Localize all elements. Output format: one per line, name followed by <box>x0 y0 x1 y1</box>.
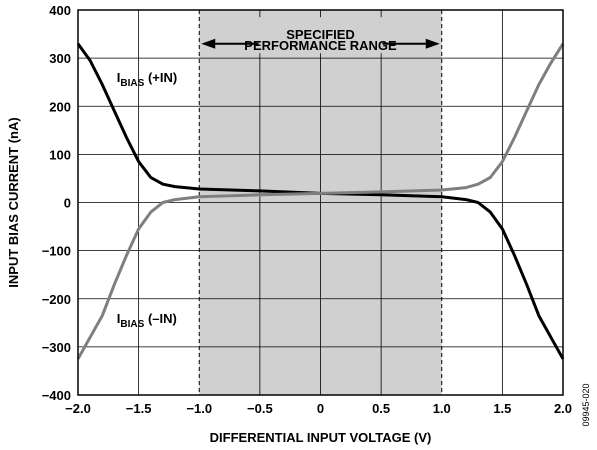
y-tick-label: −200 <box>42 292 71 307</box>
y-axis-title: INPUT BIAS CURRENT (nA) <box>6 117 21 287</box>
series-layer <box>76 42 565 360</box>
y-tick-label: 300 <box>49 51 71 66</box>
range-label-background <box>248 17 393 54</box>
y-tick-label: 400 <box>49 3 71 18</box>
x-tick-label: 1.5 <box>493 401 511 416</box>
x-tick-label: 1.0 <box>433 401 451 416</box>
figure-id: 09945-020 <box>581 383 591 426</box>
arrow-right-head-icon <box>425 38 440 49</box>
x-tick-label: −1.0 <box>186 401 212 416</box>
y-tick-label: −400 <box>42 388 71 403</box>
y-tick-label: −300 <box>42 340 71 355</box>
specified-range-annotation: SPECIFIED PERFORMANCE RANGE <box>201 17 440 54</box>
grid-lines <box>78 10 563 395</box>
tick-labels: −2.0 −1.5 −1.0 −0.5 0 0.5 1.0 1.5 2.0 −400 −300 −20… <box>42 3 572 416</box>
y-tick-label: 200 <box>49 99 71 114</box>
series-line-1 <box>76 42 565 360</box>
x-tick-label: 0.5 <box>372 401 390 416</box>
plot-frame <box>77 9 564 396</box>
arrow-left-head-icon <box>201 38 216 49</box>
x-tick-label: −2.0 <box>65 401 91 416</box>
y-tick-label: 0 <box>64 196 71 211</box>
range-label-line1: SPECIFIED <box>286 27 355 42</box>
series-label-bias-minus-in: IBIAS (–IN) <box>117 311 177 330</box>
y-tick-label: −100 <box>42 244 71 259</box>
specified-range-edges <box>198 10 443 395</box>
series-label-bias-plus-in: IBIAS (+IN) <box>117 70 177 89</box>
y-tick-label: 100 <box>49 147 71 162</box>
x-axis-title: DIFFERENTIAL INPUT VOLTAGE (V) <box>210 430 432 445</box>
x-tick-label: −0.5 <box>247 401 273 416</box>
range-label-line2: PERFORMANCE RANGE <box>244 38 397 53</box>
x-tick-label: 2.0 <box>554 401 572 416</box>
x-tick-label: −1.5 <box>126 401 152 416</box>
x-tick-label: 0 <box>317 401 324 416</box>
